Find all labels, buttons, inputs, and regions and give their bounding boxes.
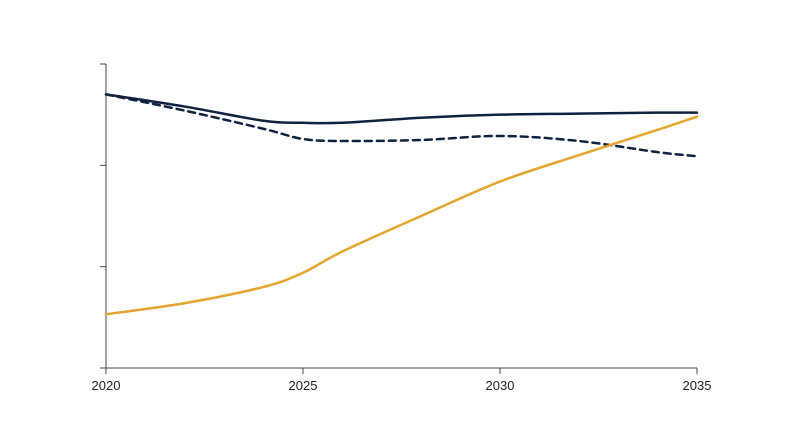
x-tick-label: 2030 <box>486 378 515 393</box>
series-group <box>104 93 699 316</box>
x-tick-label: 2025 <box>289 378 318 393</box>
series-line-navy-dashed <box>104 93 699 158</box>
axes <box>100 63 698 374</box>
series-line-navy-solid <box>104 93 699 125</box>
x-tick-labels: 2020 2025 2030 2035 <box>92 378 712 393</box>
series-line-gold-solid <box>104 115 699 316</box>
x-tick-label: 2020 <box>92 378 121 393</box>
x-tick-label: 2035 <box>683 378 712 393</box>
